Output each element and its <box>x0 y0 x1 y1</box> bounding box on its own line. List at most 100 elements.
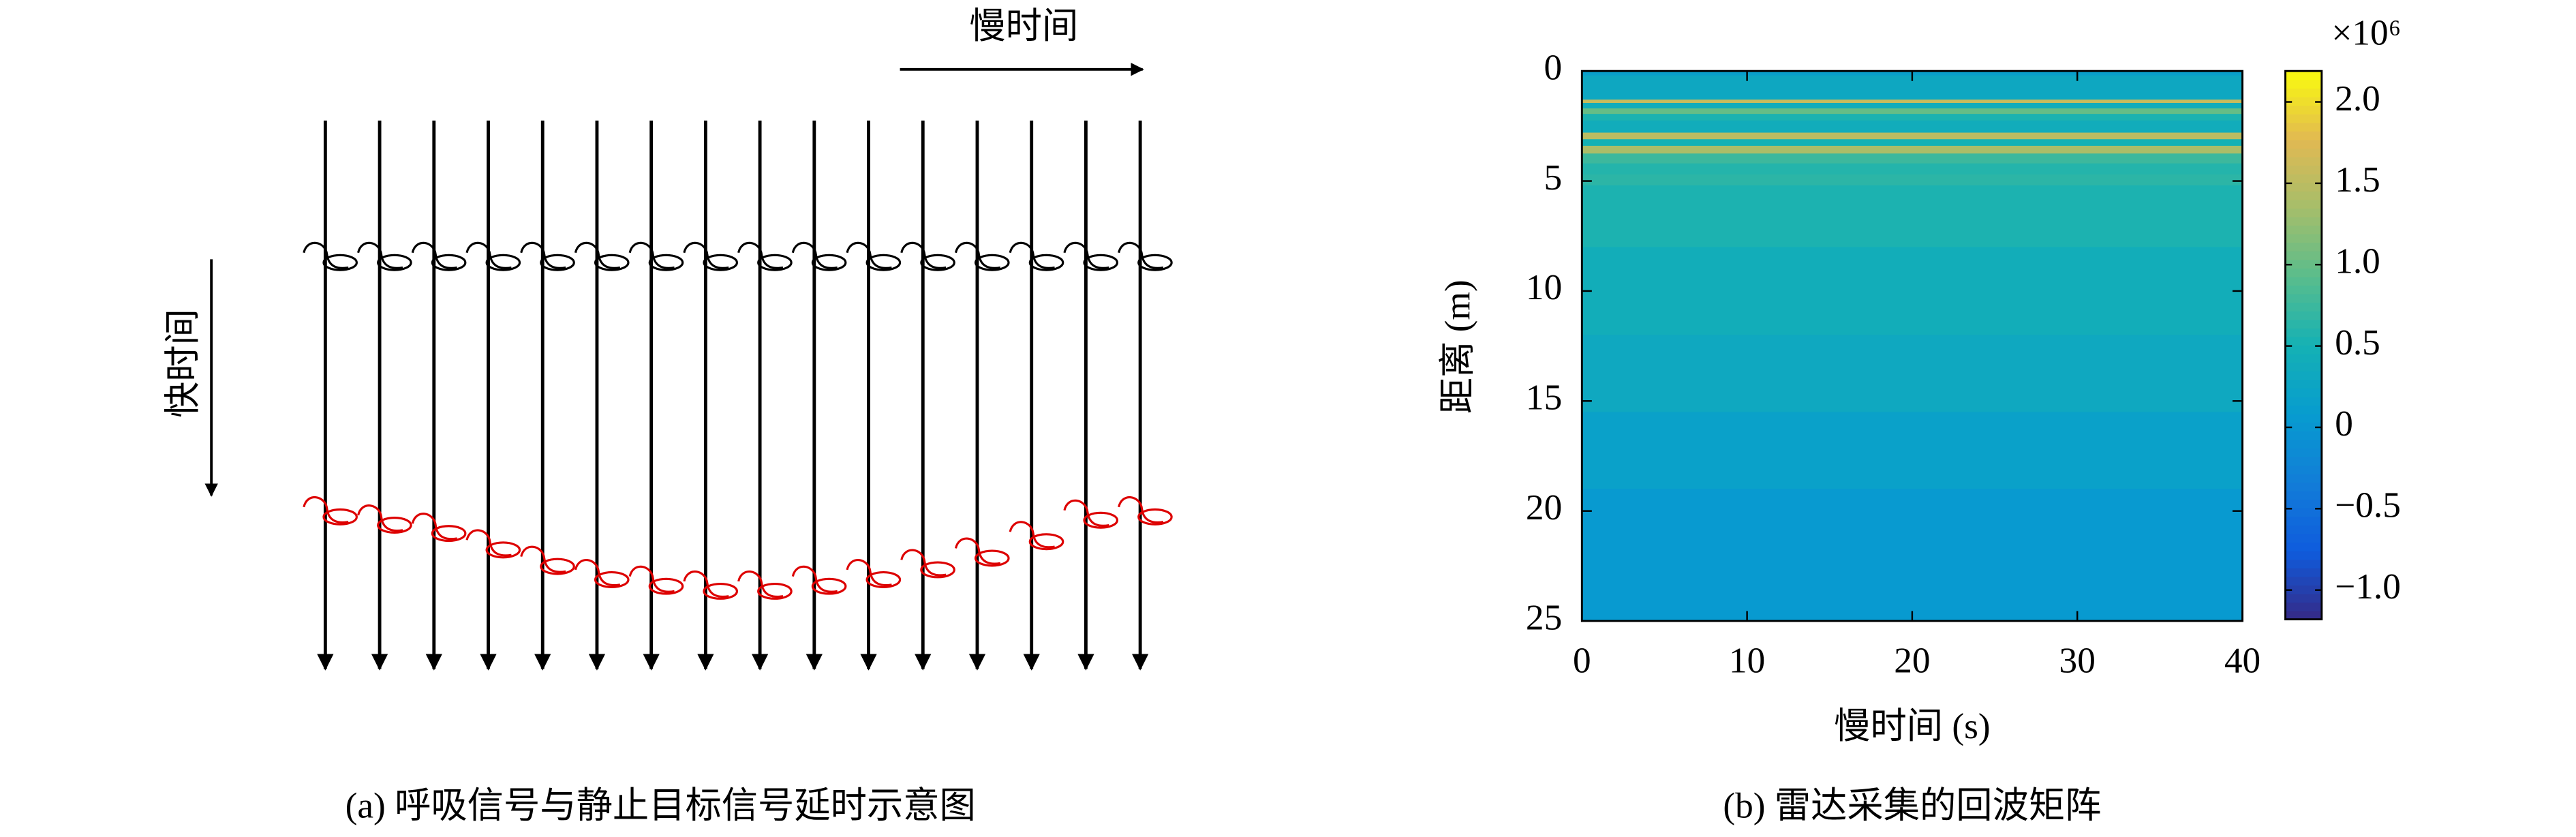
wavelet <box>411 241 457 269</box>
heat-band <box>1582 100 2243 104</box>
heat-band <box>1582 120 2243 134</box>
colorbar-segment <box>2285 259 2322 269</box>
colorbar-segment <box>2285 336 2322 346</box>
wavelet-loop <box>1137 508 1173 526</box>
wavelet-loop <box>377 517 412 534</box>
wavelet <box>465 529 512 557</box>
colorbar-segment <box>2285 234 2322 243</box>
y-tick-label: 25 <box>1526 597 1562 637</box>
colorbar-segment <box>2285 122 2322 132</box>
wavelet-loop <box>431 525 467 543</box>
wavelet <box>574 241 621 269</box>
caption-b: (b) 雷达采集的回波矩阵 <box>1723 786 2101 826</box>
wavelet-loop <box>594 571 630 588</box>
wavelet <box>628 565 675 593</box>
colorbar-segment <box>2285 88 2322 97</box>
colorbar-segment <box>2285 602 2322 611</box>
colorbar-tick-label: 1.5 <box>2335 159 2380 200</box>
heat-band <box>1582 489 2243 622</box>
wavelet-loop <box>920 254 955 271</box>
wavelet <box>1009 521 1055 549</box>
colorbar-segment <box>2285 182 2322 192</box>
x-tick-label: 10 <box>1729 640 1765 680</box>
colorbar-tick-label: −0.5 <box>2335 485 2401 526</box>
wavelet <box>737 570 784 598</box>
colorbar-segment <box>2285 345 2322 354</box>
heat-band <box>1582 153 2243 164</box>
colorbar-tick-label: −1.0 <box>2335 566 2401 607</box>
wavelet-loop <box>322 254 358 271</box>
colorbar-segment <box>2285 405 2322 414</box>
x-tick-label: 40 <box>2224 640 2260 680</box>
colorbar-segment <box>2285 379 2322 389</box>
colorbar-tick-label: 0 <box>2335 404 2353 444</box>
heat-band <box>1582 114 2243 121</box>
y-tick-label: 20 <box>1526 487 1562 528</box>
colorbar-segment <box>2285 165 2322 174</box>
wavelet <box>900 549 947 577</box>
wavelet <box>954 537 1001 565</box>
colorbar-segment <box>2285 96 2322 106</box>
wavelet <box>791 565 838 593</box>
wavelet-loop <box>648 577 684 595</box>
wavelet-loop <box>703 254 739 271</box>
colorbar-segment <box>2285 302 2322 311</box>
colorbar-segment <box>2285 251 2322 260</box>
colorbar-segment <box>2285 482 2322 491</box>
wavelet-loop <box>865 571 902 588</box>
colorbar-segment <box>2285 456 2322 466</box>
wavelet <box>1118 241 1164 269</box>
wavelet <box>1063 499 1109 527</box>
colorbar-segment <box>2285 431 2322 440</box>
heat-band <box>1582 335 2243 413</box>
colorbar-segment <box>2285 593 2322 603</box>
y-tick-label: 5 <box>1544 157 1563 198</box>
wavelet <box>737 241 784 269</box>
wavelet <box>411 513 457 541</box>
wavelet-loop <box>974 549 1010 567</box>
wavelet-loop <box>811 254 847 271</box>
y-tick-label: 10 <box>1526 267 1562 307</box>
wavelet <box>954 241 1001 269</box>
wavelet-loop <box>920 561 955 579</box>
colorbar-segment <box>2285 328 2322 337</box>
colorbar-segment <box>2285 611 2322 620</box>
colorbar-tick-label: 0.5 <box>2335 322 2380 363</box>
wavelet <box>900 241 947 269</box>
colorbar-segment <box>2285 105 2322 115</box>
colorbar-segment <box>2285 585 2322 594</box>
wavelet-loop <box>1083 511 1119 529</box>
colorbar-segment <box>2285 465 2322 474</box>
wavelet <box>520 545 566 573</box>
colorbar-segment <box>2285 71 2322 80</box>
wavelet-loop <box>811 577 847 595</box>
wavelet-loop <box>322 508 358 526</box>
x-axis-label: 慢时间 (s) <box>1834 706 1990 746</box>
colorbar-segment <box>2285 439 2322 448</box>
colorbar-segment <box>2285 542 2322 551</box>
wavelet-loop <box>1137 254 1173 271</box>
x-tick-label: 20 <box>1894 640 1930 680</box>
colorbar-segment <box>2285 131 2322 140</box>
wavelet <box>1063 241 1109 269</box>
colorbar-segment <box>2285 148 2322 157</box>
heat-band <box>1582 132 2243 140</box>
heat-band <box>1582 185 2243 248</box>
colorbar-segment <box>2285 139 2322 149</box>
x-tick-label: 30 <box>2059 640 2096 680</box>
colorbar-multiplier: ×10⁶ <box>2331 13 2401 53</box>
fast-time-label: 快时间 <box>163 309 203 418</box>
heat-band <box>1582 247 2243 336</box>
colorbar-segment <box>2285 473 2322 483</box>
colorbar-segment <box>2285 525 2322 534</box>
colorbar-segment <box>2285 559 2322 568</box>
colorbar-segment <box>2285 396 2322 406</box>
wavelet-loop <box>865 254 902 271</box>
wavelet-loop <box>485 254 521 271</box>
heat-band <box>1582 108 2243 115</box>
colorbar-segment <box>2285 362 2322 371</box>
colorbar-segment <box>2285 225 2322 234</box>
heat-band <box>1582 412 2243 490</box>
colorbar-segment <box>2285 371 2322 380</box>
